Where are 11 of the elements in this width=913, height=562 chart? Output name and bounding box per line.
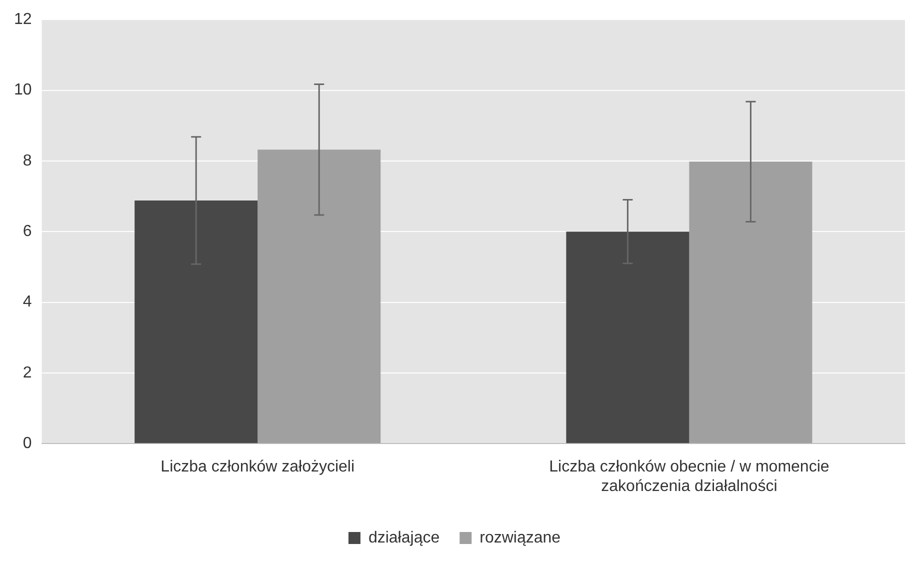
y-tick-label: 0 <box>22 435 32 452</box>
y-tick-label: 8 <box>22 152 32 170</box>
legend-label: działające <box>368 529 440 546</box>
x-tick-label: Liczba członków obecnie / w momencie zakończenia działalności <box>549 458 830 495</box>
y-tick-label: 12 <box>14 11 32 28</box>
y-tick-label: 10 <box>14 82 32 99</box>
legend-label: rozwiązane <box>480 529 561 546</box>
x-tick-label: Liczba członków założycieli <box>160 458 355 476</box>
y-tick-label: 4 <box>22 294 32 311</box>
y-tick-label: 2 <box>22 364 32 382</box>
y-tick-label: 6 <box>22 223 32 240</box>
